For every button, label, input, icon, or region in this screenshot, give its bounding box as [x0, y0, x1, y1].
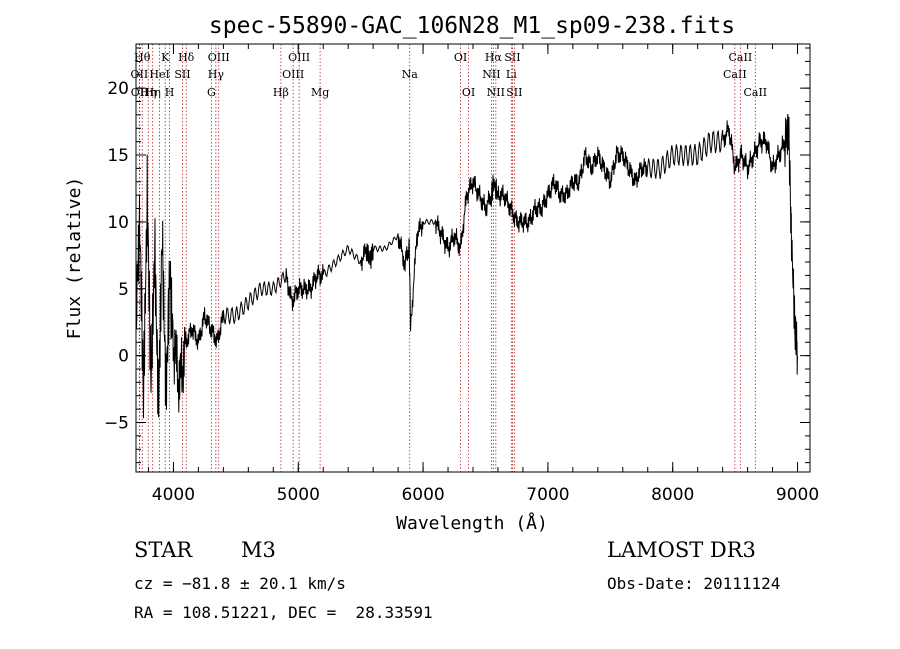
line-label-9: Hδ: [178, 51, 195, 64]
x-tick-label: 4000: [152, 485, 195, 505]
line-label-8: SII: [174, 68, 190, 81]
line-label-22: NII: [487, 86, 505, 99]
object-class: STAR: [134, 538, 193, 562]
observation-date: Obs-Date: 20111124: [607, 574, 781, 593]
line-label-3: Hη: [140, 86, 156, 99]
line-label-27: CaII: [729, 51, 753, 64]
line-label-23: Li: [506, 68, 517, 81]
line-label-7: H: [165, 86, 175, 99]
plot-frame: [135, 43, 811, 473]
line-label-14: OIII: [282, 68, 304, 81]
x-tick-label: 5000: [277, 485, 320, 505]
axes: 4000 5000 6000 7000 8000 9000 −5 0 5 10 15 20: [104, 44, 819, 505]
line-label-11: Hγ: [208, 68, 225, 81]
emission-line-markers: HθOIIOIIHηHηHeIKHSIIHδGHγOIIIHβOIIIOIIIM…: [131, 44, 767, 472]
line-label-26: CaII: [723, 68, 747, 81]
y-tick-label: 0: [118, 347, 129, 367]
line-label-21: Hα: [485, 51, 503, 64]
x-tick-label: 8000: [651, 485, 694, 505]
line-label-19: OI: [462, 86, 475, 99]
coordinates-readout: RA = 108.51221, DEC = 28.33591: [134, 603, 433, 622]
object-subclass: M3: [241, 538, 276, 562]
line-label-13: Hβ: [273, 86, 289, 99]
x-tick-label: 7000: [526, 485, 569, 505]
line-label-10: G: [207, 86, 216, 99]
y-axis-label: Flux (relative): [64, 177, 85, 340]
line-label-4: Hη: [145, 86, 161, 99]
line-label-24: SII: [504, 51, 520, 64]
y-tick-label: 5: [118, 280, 129, 300]
line-label-5: HeI: [149, 68, 169, 81]
line-label-0: Hθ: [134, 51, 151, 64]
x-tick-label: 6000: [401, 485, 444, 505]
y-tick-label: 15: [107, 146, 129, 166]
line-label-2: OII: [131, 86, 149, 99]
flux-line-0: [135, 113, 798, 419]
x-axis-label: Wavelength (Å): [396, 512, 548, 534]
x-tick-label: 9000: [776, 485, 819, 505]
line-label-17: Na: [402, 68, 419, 81]
line-label-28: CaII: [743, 86, 767, 99]
flux-series: [135, 113, 798, 419]
redshift-readout: cz = −81.8 ± 20.1 km/s: [134, 574, 346, 593]
line-label-18: OI: [454, 51, 467, 64]
y-tick-label: −5: [104, 414, 129, 434]
y-tick-label: 20: [107, 79, 129, 99]
line-label-20: NII: [482, 68, 500, 81]
line-label-6: K: [161, 51, 170, 64]
line-label-16: Mg: [311, 86, 329, 99]
line-label-12: OIII: [208, 51, 230, 64]
survey-name: LAMOST DR3: [607, 538, 756, 562]
line-label-15: OIII: [288, 51, 310, 64]
y-tick-label: 10: [107, 213, 129, 233]
chart-title: spec-55890-GAC_106N28_M1_sp09-238.fits: [209, 13, 735, 39]
line-label-25: SII: [506, 86, 522, 99]
